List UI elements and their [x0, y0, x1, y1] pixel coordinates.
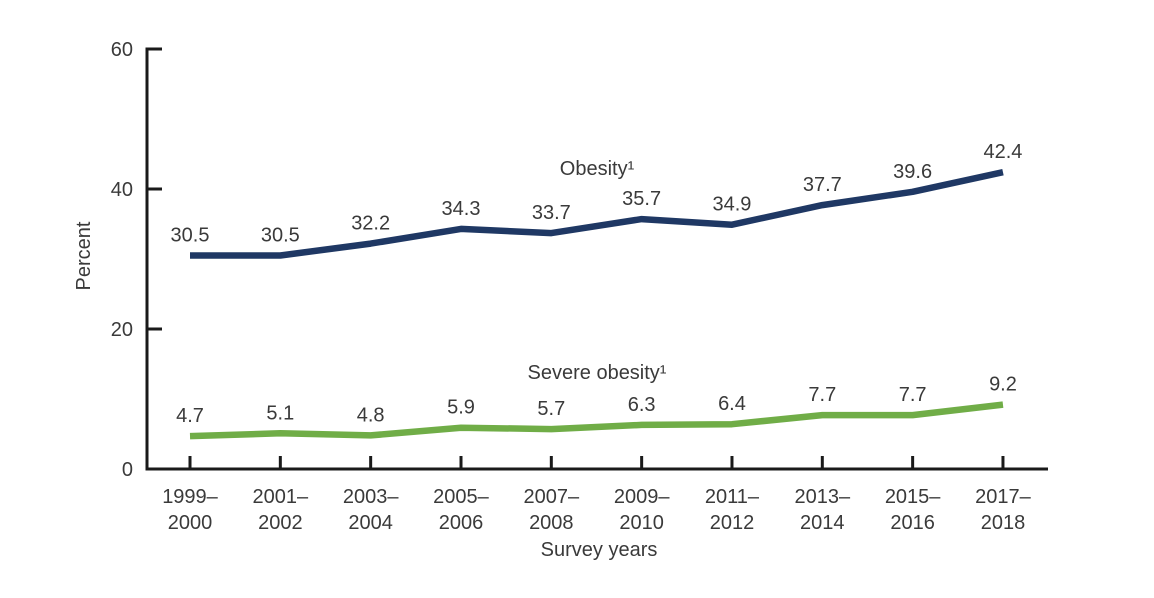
severe-obesity-value-label: 5.1: [266, 402, 294, 424]
x-tick-label: 2015– 2016: [885, 486, 941, 534]
x-tick-label: 2003– 2004: [343, 486, 399, 534]
obesity-value-label: 30.5: [171, 225, 210, 247]
x-tick-label: 2005– 2006: [433, 486, 489, 534]
severe-obesity-value-label: 6.3: [628, 394, 656, 416]
obesity-value-label: 30.5: [261, 225, 300, 247]
obesity-value-label: 32.2: [351, 213, 390, 235]
x-axis-title: Survey years: [541, 539, 658, 561]
severe-obesity-value-label: 6.4: [718, 393, 746, 415]
x-tick-label: 2011– 2012: [705, 486, 760, 534]
severe-obesity-series-label: Severe obesity¹: [528, 362, 667, 384]
y-tick-label: 0: [122, 459, 133, 481]
x-tick-label: 2009– 2010: [614, 486, 670, 534]
severe-obesity-value-label: 5.7: [537, 398, 565, 420]
x-tick-label: 2017– 2018: [975, 486, 1031, 534]
obesity-value-label: 42.4: [984, 141, 1023, 163]
x-tick-label: 2001– 2002: [253, 486, 309, 534]
severe-obesity-value-label: 7.7: [899, 384, 927, 406]
obesity-value-label: 34.9: [713, 194, 752, 216]
obesity-line: [190, 169, 1004, 259]
obesity-value-label: 37.7: [803, 174, 842, 196]
y-axis-title: Percent: [73, 221, 95, 290]
severe-obesity-value-label: 4.7: [176, 405, 204, 427]
y-tick-label: 20: [111, 319, 133, 341]
obesity-value-label: 35.7: [622, 188, 661, 210]
y-tick-label: 60: [111, 39, 133, 61]
obesity-series-label: Obesity¹: [560, 158, 635, 180]
x-tick-label: 1999– 2000: [162, 486, 218, 534]
obesity-value-label: 39.6: [893, 161, 932, 183]
severe-obesity-value-label: 7.7: [808, 384, 836, 406]
obesity-value-label: 34.3: [442, 198, 481, 220]
x-tick-label: 2013– 2014: [794, 486, 850, 534]
severe-obesity-value-label: 9.2: [989, 374, 1017, 396]
severe-obesity-value-label: 4.8: [357, 404, 385, 426]
severe-obesity-value-label: 5.9: [447, 397, 475, 419]
y-tick-label: 40: [111, 179, 133, 201]
obesity-value-label: 33.7: [532, 202, 571, 224]
x-tick-label: 2007– 2008: [524, 486, 580, 534]
severe-obesity-line: [189, 401, 1004, 440]
chart-content: 60 40 20 0 1999– 2000 2001– 2002 2003– 2004 2005– 2…: [111, 39, 1048, 534]
